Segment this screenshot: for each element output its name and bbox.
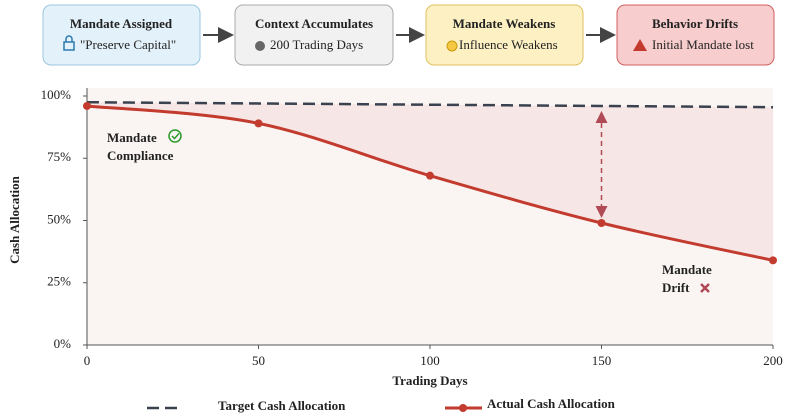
flow-title: Context Accumulates (255, 16, 373, 31)
lock-icon (63, 35, 75, 51)
drift-line: Mandate (662, 262, 712, 277)
flow-subtitle: Initial Mandate lost (652, 37, 754, 52)
legend-label: Actual Cash Allocation (487, 396, 616, 411)
compliance-line: Compliance (107, 148, 174, 163)
x-tick-label: 150 (592, 353, 612, 368)
x-tick-label: 100 (420, 353, 440, 368)
actual-point (254, 119, 263, 128)
legend-swatch-point (459, 404, 467, 412)
warning-icon (633, 39, 647, 51)
x-axis-label: Trading Days (392, 373, 467, 388)
flow-box (616, 4, 775, 66)
timer-icon (255, 41, 265, 51)
y-tick-label: 100% (41, 87, 72, 102)
compliance-line: Mandate (107, 130, 157, 145)
compliance-label: Mandate Compliance (107, 130, 174, 163)
flow-title: Mandate Assigned (70, 16, 173, 31)
check-icon (168, 129, 182, 143)
x-tick-label: 50 (252, 353, 265, 368)
actual-point (769, 256, 777, 265)
flow-subtitle: "Preserve Capital" (80, 37, 176, 52)
drift-label: Mandate Drift (662, 262, 712, 295)
y-tick-label: 50% (47, 211, 71, 226)
x-tick-label: 200 (763, 353, 783, 368)
check-mark (171, 132, 180, 140)
drift-line: Drift (662, 280, 690, 295)
flow-box (42, 4, 201, 66)
flow-title: Mandate Weakens (453, 16, 556, 31)
flow-box (425, 4, 584, 66)
flow: Mandate Assigned Context Accumulates Man… (42, 4, 775, 66)
plot-background (87, 88, 773, 345)
target-line (86, 100, 774, 109)
flow-title: Behavior Drifts (652, 16, 738, 31)
flow-box (234, 4, 394, 66)
actual-point (597, 218, 606, 227)
cross-icon (700, 283, 710, 293)
legend-label: Target Cash Allocation (218, 398, 346, 413)
actual-point (426, 171, 434, 180)
y-tick-label: 25% (47, 274, 71, 289)
y-axis-label: Cash Allocation (7, 175, 22, 264)
y-tick-label: 0% (54, 336, 72, 351)
flow-subtitle: 200 Trading Days (270, 37, 363, 52)
x-tick-label: 0 (84, 353, 91, 368)
down-icon (446, 40, 458, 52)
y-tick-label: 75% (47, 149, 71, 164)
flow-subtitle: Influence Weakens (459, 37, 558, 52)
actual-point (83, 101, 91, 110)
